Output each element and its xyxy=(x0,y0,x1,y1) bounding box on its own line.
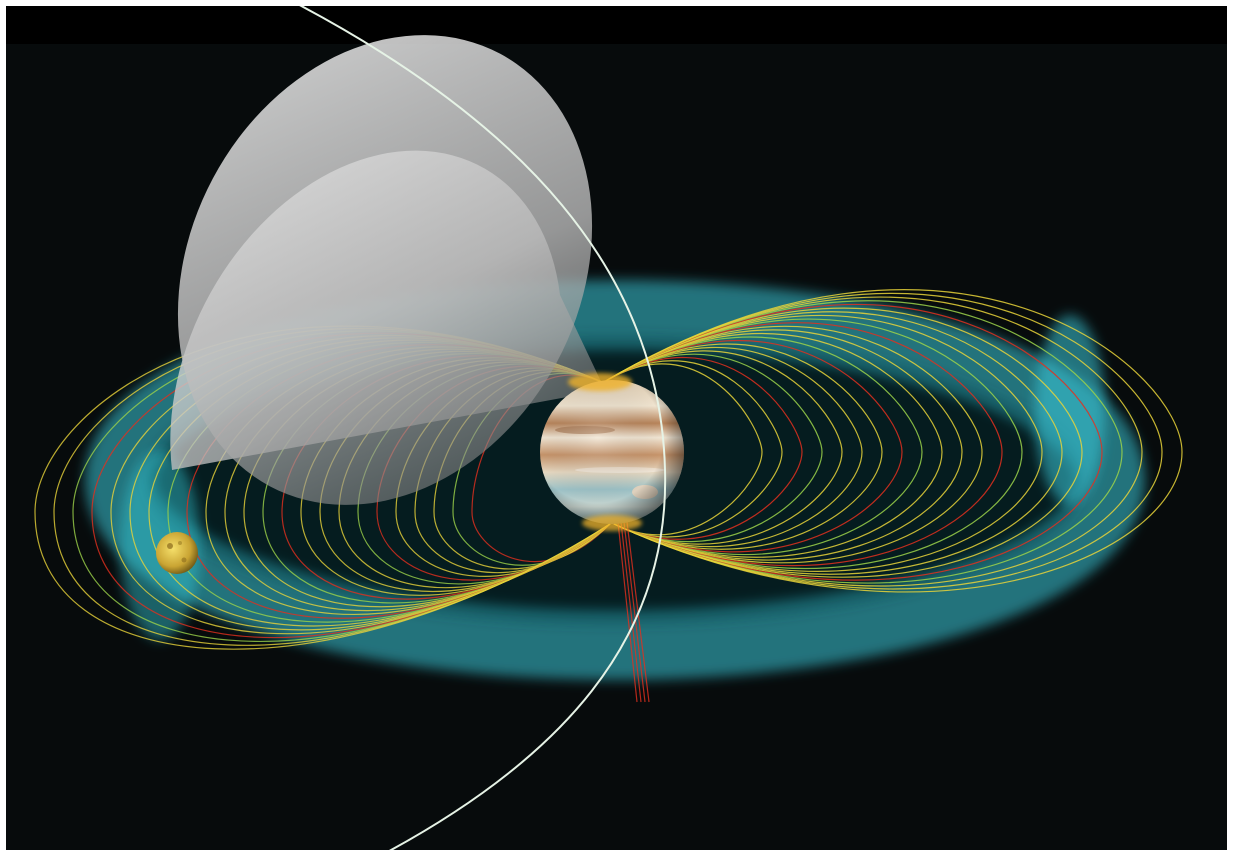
field-line-east xyxy=(603,292,1163,590)
field-line-east xyxy=(603,314,1043,572)
field-line-east xyxy=(603,339,903,553)
field-line-east xyxy=(603,336,923,556)
field-line-east xyxy=(603,296,1143,587)
field-line-east xyxy=(603,304,1103,581)
field-line-east xyxy=(603,322,1003,567)
field-line-east xyxy=(603,333,943,558)
field-line-east xyxy=(603,289,1183,593)
field-line-east xyxy=(603,329,963,561)
io-moon xyxy=(156,532,198,574)
field-line-east xyxy=(603,300,1123,584)
top-dark-band xyxy=(6,6,1227,44)
field-line-east xyxy=(603,343,883,550)
radio-emission-cone xyxy=(170,35,605,505)
field-line-east xyxy=(603,346,863,548)
field-line-polar xyxy=(623,521,646,703)
field-line-east xyxy=(603,356,803,540)
field-line-east xyxy=(603,307,1083,578)
field-line-polar xyxy=(620,521,642,703)
field-line-polar xyxy=(617,521,638,703)
jupiter-planet xyxy=(540,373,684,531)
field-line-east xyxy=(603,325,983,564)
field-line-east xyxy=(603,350,843,545)
field-line-east xyxy=(603,353,823,543)
field-line-east xyxy=(603,318,1023,569)
field-line-east xyxy=(603,360,783,538)
spacecraft-trajectory xyxy=(299,6,667,850)
field-line-east xyxy=(603,363,763,536)
field-line-east xyxy=(603,311,1063,575)
